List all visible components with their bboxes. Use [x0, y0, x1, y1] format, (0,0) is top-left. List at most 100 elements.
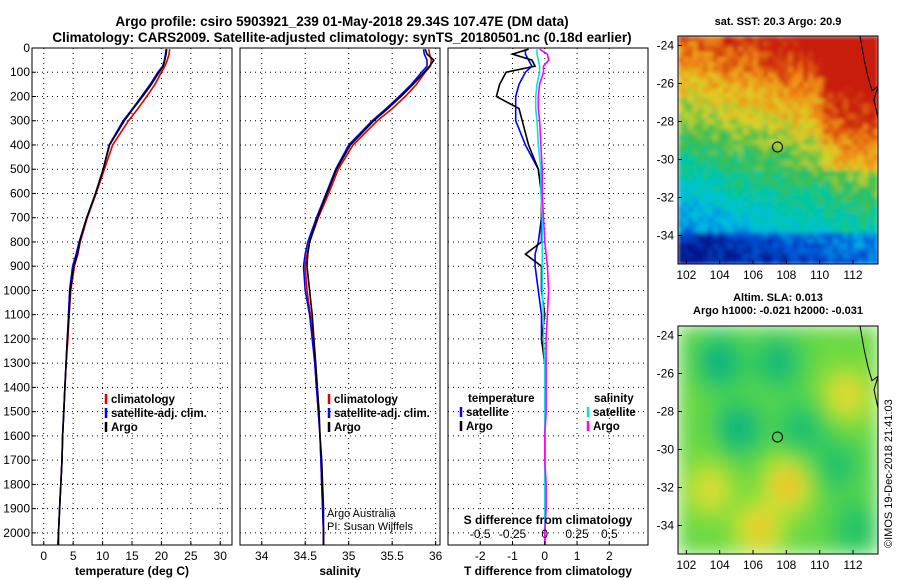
map-cell — [798, 134, 804, 141]
map-cell — [858, 388, 864, 394]
map-cell — [708, 491, 714, 498]
map-cell — [713, 124, 719, 130]
map-cell — [798, 139, 804, 146]
y-tick-label: 200 — [10, 89, 30, 103]
x-tick-label: 10 — [96, 549, 110, 563]
map-cell — [683, 331, 689, 337]
map-cell — [853, 82, 859, 89]
map-cell — [858, 56, 864, 63]
map-cell — [753, 440, 759, 446]
map-cell — [848, 331, 854, 337]
map-cell — [718, 357, 724, 363]
map-cell — [718, 351, 724, 358]
map-cell — [783, 87, 789, 94]
map-cell — [718, 51, 724, 58]
map-cell — [753, 517, 759, 524]
map-cell — [853, 388, 859, 394]
map-cell — [758, 403, 764, 410]
map-cell — [718, 212, 724, 218]
map-cell — [688, 72, 694, 79]
map-cell — [778, 507, 784, 514]
map-cell — [793, 51, 799, 58]
map-cell — [868, 150, 874, 156]
map-cell — [853, 232, 859, 239]
map-cell — [783, 51, 789, 58]
map-cell — [838, 388, 844, 394]
map-cell — [843, 124, 849, 130]
map-cell — [853, 253, 859, 260]
map-cell — [748, 93, 754, 99]
map-cell — [863, 522, 869, 529]
map-cell — [803, 455, 809, 462]
map-cell — [833, 445, 839, 451]
map-cell — [823, 543, 829, 550]
map-cell — [868, 326, 874, 332]
map-cell — [688, 481, 694, 488]
map-cell — [853, 543, 859, 550]
map-cell — [683, 113, 689, 120]
map-cell — [768, 398, 774, 405]
map-cell — [803, 67, 809, 73]
map-cell — [748, 227, 754, 234]
map-cell — [828, 108, 834, 115]
map-cell — [778, 124, 784, 130]
map-cell — [753, 465, 759, 472]
map-frame — [677, 35, 879, 265]
map-cell — [718, 398, 724, 405]
map-cell — [858, 434, 864, 441]
map-cell — [723, 46, 729, 53]
map-cell — [858, 129, 864, 136]
map-cell — [743, 372, 749, 379]
map-cell — [743, 61, 749, 68]
map-cell — [773, 67, 779, 73]
map-cell — [763, 46, 769, 53]
map-cell — [723, 481, 729, 488]
map-cell — [763, 61, 769, 68]
map-cell — [818, 512, 824, 519]
map-cell — [733, 82, 739, 89]
map-cell — [778, 134, 784, 141]
map-cell — [703, 424, 709, 431]
map-cell — [753, 56, 759, 63]
map-cell — [693, 419, 699, 426]
map-cell — [723, 383, 729, 389]
map-cell — [778, 222, 784, 229]
map-cell — [693, 165, 699, 172]
map-cell — [868, 196, 874, 203]
map-cell — [843, 186, 849, 193]
map-cell — [713, 227, 719, 234]
map-cell — [863, 196, 869, 203]
map-cell — [778, 481, 784, 488]
map-cell — [873, 124, 878, 130]
map-cell — [713, 238, 719, 244]
map-cell — [813, 445, 819, 451]
map-cell — [808, 98, 814, 104]
map-cell — [688, 175, 694, 182]
map-cell — [798, 212, 804, 218]
map-cell — [743, 383, 749, 389]
map-cell — [678, 455, 684, 462]
map-cell — [758, 124, 764, 130]
map-cell — [823, 181, 829, 187]
map-cell — [788, 377, 794, 384]
map-cell — [813, 434, 819, 441]
map-cell — [873, 227, 878, 234]
map-cell — [733, 507, 739, 514]
map-cell — [818, 181, 824, 187]
map-cell — [798, 155, 804, 161]
map-cell — [728, 471, 734, 477]
map-cell — [848, 56, 854, 63]
map-cell — [753, 383, 759, 389]
map-cell — [853, 538, 859, 545]
map-cell — [723, 326, 729, 332]
map-cell — [738, 393, 744, 400]
map-cell — [713, 450, 719, 457]
lon-tick-label: 104 — [710, 558, 730, 572]
map-cell — [683, 134, 689, 141]
map-cell — [808, 113, 814, 120]
map-cell — [693, 486, 699, 493]
map-cell — [743, 36, 749, 42]
x2-tick-label: -0.25 — [499, 527, 527, 541]
map-cell — [693, 124, 699, 130]
map-cell — [873, 357, 878, 363]
